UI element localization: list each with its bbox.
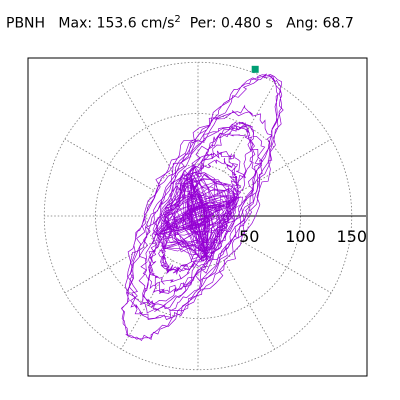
orbit-trace xyxy=(121,73,284,342)
grid-spoke xyxy=(120,82,173,172)
max-label: Max: xyxy=(58,15,93,32)
radial-tick-label: 100 xyxy=(285,227,316,246)
orbit-dense-core xyxy=(152,164,244,263)
grid-spoke xyxy=(64,138,154,191)
grid-spoke xyxy=(223,82,276,172)
grid-spoke xyxy=(64,241,154,294)
grid-spoke xyxy=(242,241,332,294)
max-value: 153.6 cm/s xyxy=(96,15,175,32)
period-label: Per: xyxy=(189,15,217,32)
radial-tick-label: 50 xyxy=(239,227,259,246)
peak-marker xyxy=(251,65,259,73)
plot-frame xyxy=(27,57,368,377)
grid-spoke xyxy=(120,260,173,350)
orbit-mid-loops xyxy=(124,104,273,320)
radial-tick-labels: 50 100 150 xyxy=(239,227,367,246)
grid-spoke xyxy=(242,138,332,191)
station-code: PBNH xyxy=(6,15,46,32)
period-value: 0.480 s xyxy=(220,15,273,32)
grid-spoke xyxy=(223,260,276,350)
radial-tick-label: 150 xyxy=(336,227,367,246)
max-exponent: 2 xyxy=(174,14,181,25)
angle-label: Ang: xyxy=(286,15,319,32)
peak-marker-group xyxy=(251,65,259,73)
chart-title: PBNH Max: 153.6 cm/s2 Per: 0.480 s Ang: … xyxy=(6,14,354,32)
orbit-outer-loops xyxy=(121,73,284,342)
angle-value: 68.7 xyxy=(322,15,354,32)
